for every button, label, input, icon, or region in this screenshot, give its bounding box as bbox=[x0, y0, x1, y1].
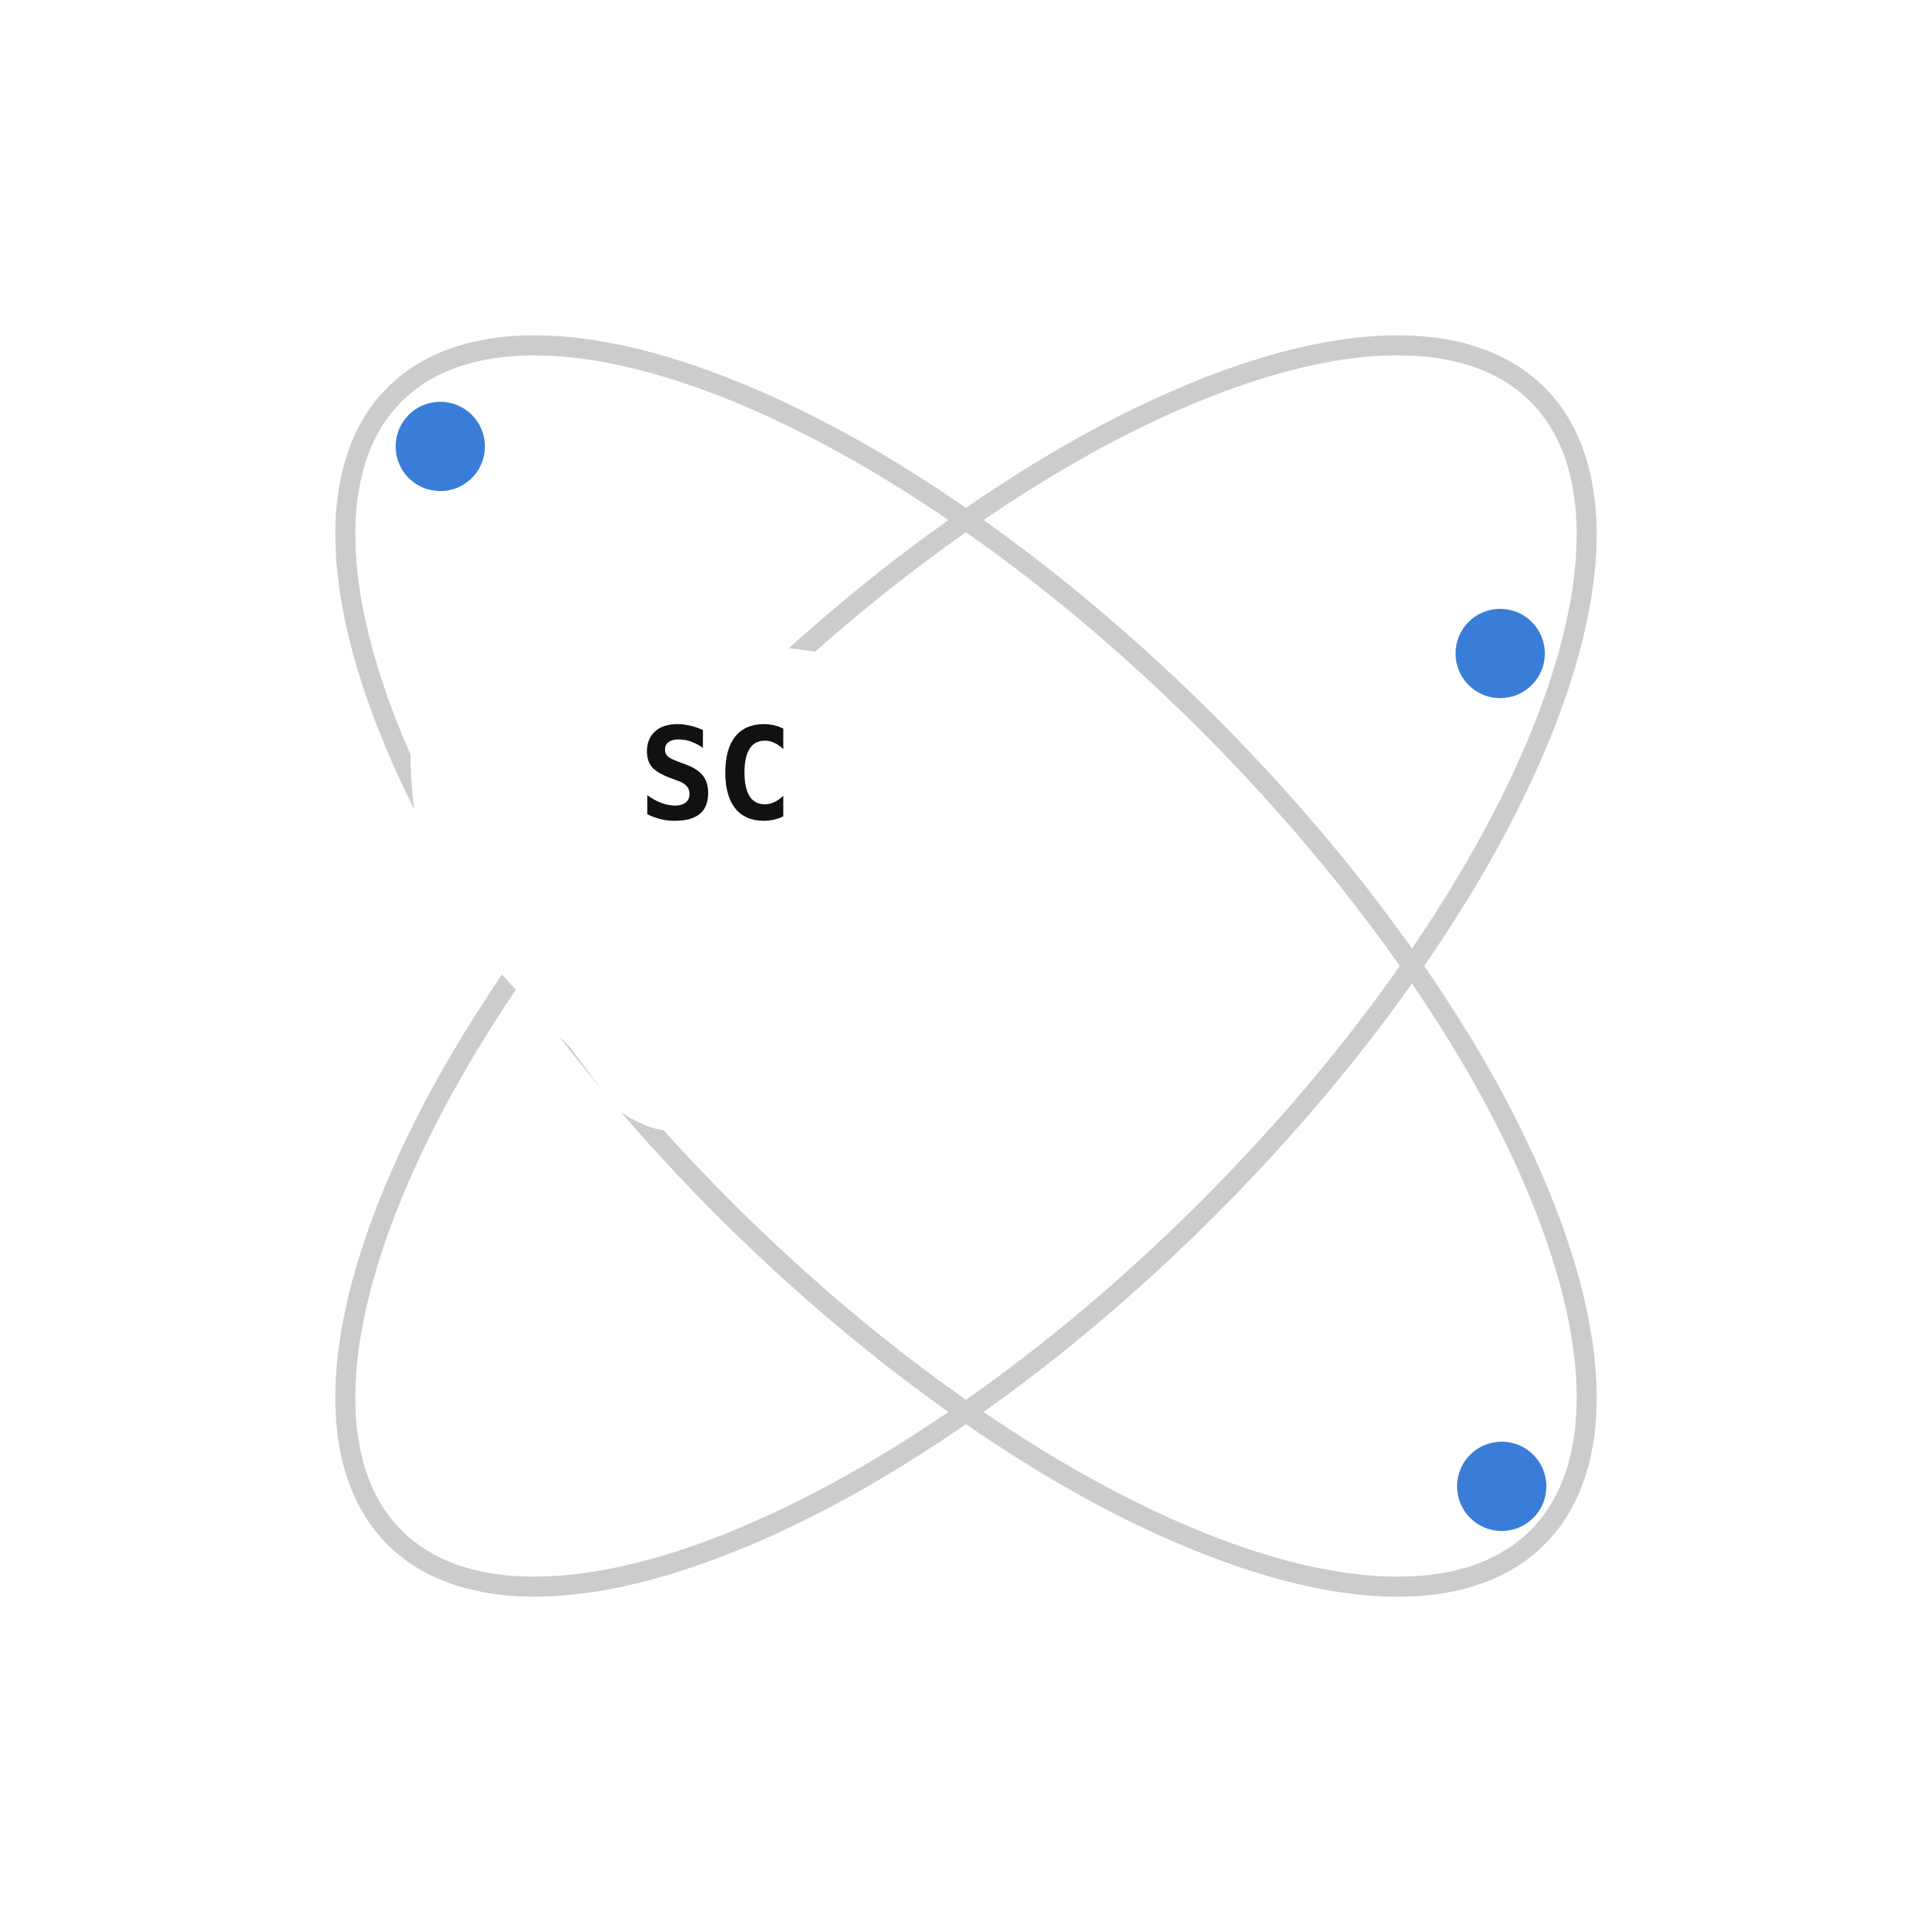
monogram-mask-shape bbox=[410, 598, 954, 1131]
electron-dot bbox=[1456, 609, 1545, 698]
orbit-ellipse-a bbox=[335, 335, 1597, 1597]
monogram-mask bbox=[410, 598, 978, 1324]
orbits bbox=[335, 335, 1597, 1597]
electron-dot bbox=[1457, 1442, 1546, 1531]
electrons bbox=[396, 402, 1546, 1531]
monogram-text: SC bbox=[639, 701, 793, 850]
monogram-mask-notch bbox=[920, 1283, 978, 1324]
electron-dot bbox=[396, 402, 485, 491]
monogram-mask-tail bbox=[731, 1078, 777, 1155]
